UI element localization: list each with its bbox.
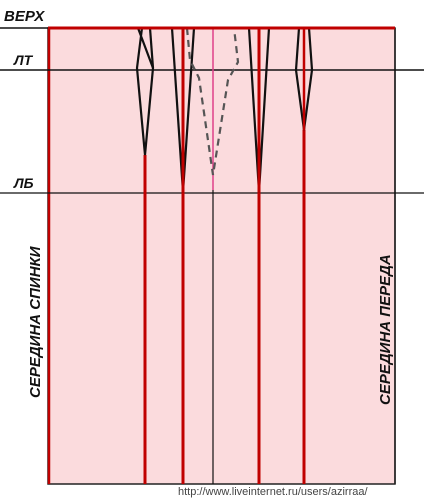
label-back-center: СЕРЕДИНА СПИНКИ xyxy=(27,245,44,398)
back-dart-1 xyxy=(135,27,155,156)
label-hip: ЛБ xyxy=(13,175,34,191)
label-top: ВЕРХ xyxy=(4,8,45,25)
label-front-center: СЕРЕДИНА ПЕРЕДА xyxy=(377,254,394,405)
pattern-fill xyxy=(47,27,396,485)
watermark-url: http://www.liveinternet.ru/users/azirraa… xyxy=(178,486,368,498)
label-waist: ЛТ xyxy=(13,52,34,68)
back-dart-1-right xyxy=(148,27,155,69)
dashed-side-dart xyxy=(185,27,240,176)
